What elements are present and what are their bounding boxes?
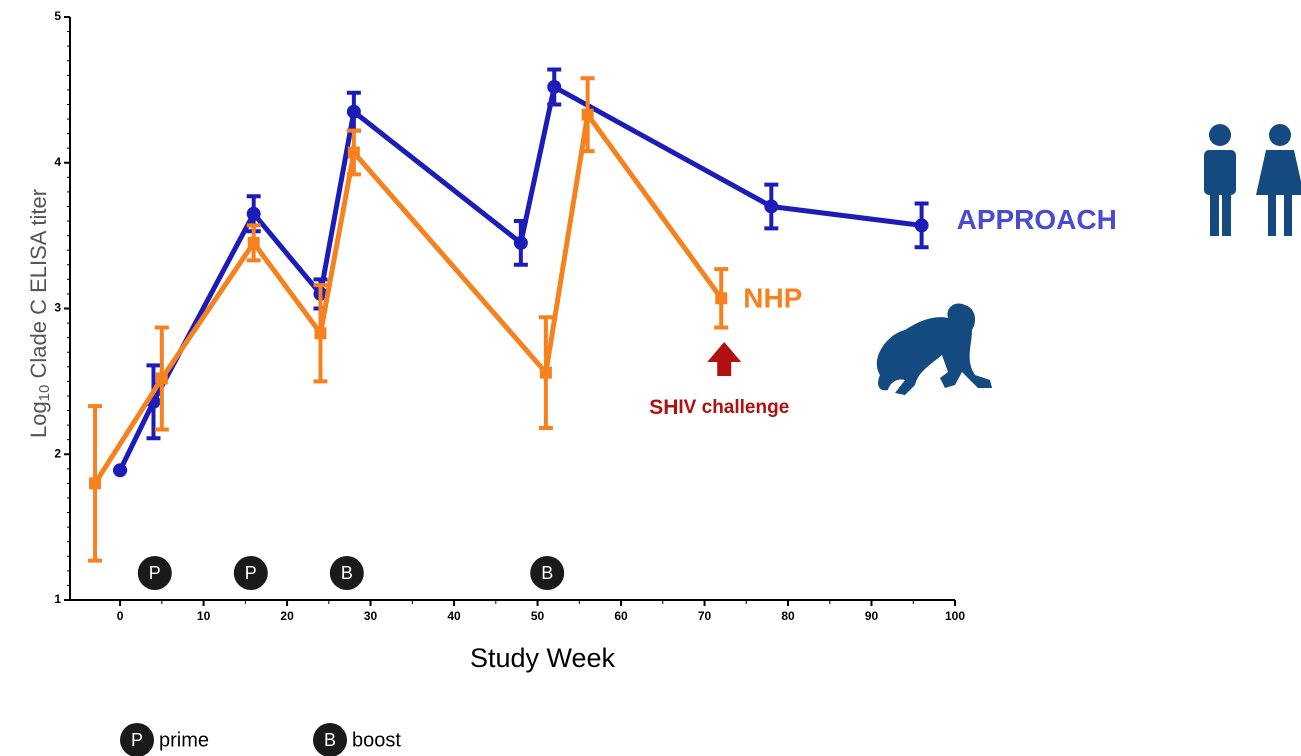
marker-text: P <box>149 563 161 583</box>
x-tick-label: 90 <box>865 609 879 623</box>
x-tick-label: 20 <box>280 609 294 623</box>
y-label-subscript: 10 <box>36 385 53 402</box>
series-label: NHP <box>743 283 802 314</box>
arrow <box>707 342 741 376</box>
point <box>915 218 929 232</box>
legend-label: prime <box>159 729 209 751</box>
x-axis-label: Study Week <box>470 643 616 673</box>
legend-symbol-text: B <box>324 730 336 750</box>
legend-symbol-text: P <box>131 730 143 750</box>
marker-text: B <box>341 563 353 583</box>
x-tick-label: 60 <box>614 609 628 623</box>
y-tick-label: 3 <box>54 301 61 315</box>
y-tick-label: 1 <box>54 592 61 606</box>
x-tick-label: 40 <box>447 609 461 623</box>
x-tick-label: 80 <box>781 609 795 623</box>
x-tick-label: 70 <box>698 609 712 623</box>
x-tick-label: 100 <box>945 609 965 623</box>
point <box>764 199 778 213</box>
x-tick-label: 10 <box>197 609 211 623</box>
point <box>540 367 552 379</box>
point <box>247 207 261 221</box>
point <box>347 105 361 119</box>
people-icon <box>1204 124 1301 236</box>
legend-label: boost <box>352 729 401 751</box>
annotation: SHIV challenge <box>649 396 789 419</box>
chart: 123450102030405060708090100Study WeekLog… <box>0 0 1301 756</box>
marker-text: B <box>541 563 553 583</box>
point <box>314 327 326 339</box>
x-tick-label: 50 <box>531 609 545 623</box>
y-tick-label: 4 <box>54 155 61 169</box>
point <box>582 109 594 121</box>
point <box>715 292 727 304</box>
monkey-icon <box>877 303 992 395</box>
point <box>547 80 561 94</box>
x-tick-label: 30 <box>364 609 378 623</box>
point <box>89 477 101 489</box>
series-line <box>95 115 721 484</box>
y-label-rest: Clade C ELISA titer <box>26 189 51 385</box>
point <box>156 372 168 384</box>
y-tick-label: 5 <box>54 9 61 23</box>
point <box>113 463 127 477</box>
series-line <box>120 87 922 470</box>
y-axis-label: Log10 Clade C ELISA titer <box>26 189 53 438</box>
annotation-rest: IV challenge <box>678 397 789 418</box>
point <box>348 147 360 159</box>
y-label-base: Log <box>26 401 51 438</box>
annotation-bold: SH <box>649 396 678 419</box>
point <box>248 237 260 249</box>
x-tick-label: 0 <box>117 609 124 623</box>
y-tick-label: 2 <box>54 446 61 460</box>
marker-text: P <box>245 563 257 583</box>
point <box>514 236 528 250</box>
series-label: APPROACH <box>957 204 1117 235</box>
